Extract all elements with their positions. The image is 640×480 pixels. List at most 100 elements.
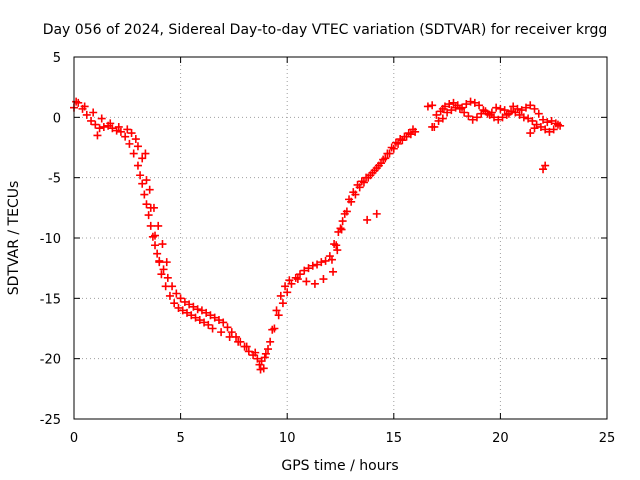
data-point <box>293 275 302 284</box>
data-point <box>217 328 226 337</box>
y-tick-label: -20 <box>40 353 61 368</box>
data-point <box>274 311 283 320</box>
y-tick-label: -10 <box>40 232 61 247</box>
data-point <box>423 102 432 111</box>
data-point <box>133 161 142 170</box>
x-tick-label: 20 <box>492 431 509 446</box>
data-point <box>432 110 441 119</box>
data-point <box>449 98 458 107</box>
data-point <box>191 313 200 322</box>
data-point <box>125 139 134 148</box>
data-point <box>256 365 265 374</box>
data-point <box>319 275 328 284</box>
plot-frame <box>73 56 608 420</box>
data-point <box>158 240 167 249</box>
y-tick-label: 5 <box>53 51 61 66</box>
data-point <box>547 116 556 125</box>
data-point <box>490 113 499 122</box>
data-point <box>142 176 151 185</box>
data-point <box>285 276 294 285</box>
data-point <box>138 179 147 188</box>
data-point <box>260 353 269 362</box>
axis-ticks: 0 5 10 15 20 25 5 0 -5 -10 -15 -20 -25 <box>40 51 616 446</box>
data-point <box>434 116 443 125</box>
data-point <box>72 97 81 106</box>
y-tick-label: 0 <box>53 111 61 126</box>
data-point <box>502 110 511 119</box>
data-point <box>340 209 349 218</box>
data-point <box>494 115 503 124</box>
data-point <box>225 332 234 341</box>
data-point <box>464 112 473 121</box>
data-point <box>219 318 228 327</box>
chart-title: Day 056 of 2024, Sidereal Day-to-day VTE… <box>43 22 608 38</box>
data-point <box>333 246 342 255</box>
data-point <box>261 349 270 358</box>
data-point <box>338 217 347 226</box>
x-tick-label: 5 <box>176 431 184 446</box>
data-point <box>308 261 317 270</box>
data-point <box>272 306 281 315</box>
data-point <box>178 306 187 315</box>
data-point <box>251 348 260 357</box>
data-point <box>492 103 501 112</box>
data-point <box>362 173 371 182</box>
data-point <box>530 124 539 133</box>
data-point <box>138 154 147 163</box>
data-point <box>366 171 375 180</box>
data-point <box>430 122 439 131</box>
data-point <box>155 258 164 267</box>
data-point <box>174 303 183 312</box>
data-point <box>142 200 151 209</box>
data-point <box>363 215 372 224</box>
data-point <box>387 143 396 152</box>
y-tick-label: -5 <box>48 172 61 187</box>
data-point <box>214 316 223 325</box>
data-point <box>195 316 204 325</box>
data-point <box>80 102 89 111</box>
data-point <box>154 221 163 230</box>
data-point <box>408 125 417 134</box>
data-point <box>300 266 309 275</box>
data-point <box>526 101 535 110</box>
data-point <box>541 125 550 134</box>
data-point <box>345 195 354 204</box>
data-point <box>189 302 198 311</box>
data-point <box>210 313 219 322</box>
data-point <box>507 107 516 116</box>
data-point <box>244 347 253 356</box>
data-points <box>70 97 565 374</box>
data-point <box>438 114 447 123</box>
data-point <box>536 122 545 131</box>
x-tick-label: 0 <box>70 431 78 446</box>
data-point <box>91 120 100 129</box>
data-point <box>438 104 447 113</box>
data-point <box>443 108 452 117</box>
data-point <box>460 108 469 117</box>
data-point <box>447 106 456 115</box>
data-point <box>162 258 171 267</box>
data-point <box>242 342 251 351</box>
data-point <box>470 98 479 107</box>
data-point <box>310 279 319 288</box>
data-point <box>496 104 505 113</box>
data-point <box>159 265 168 274</box>
data-point <box>127 129 136 138</box>
data-point <box>466 97 475 106</box>
data-point <box>329 267 338 276</box>
data-point <box>528 116 537 125</box>
data-point <box>123 125 132 134</box>
data-point <box>161 282 170 291</box>
data-point <box>428 101 437 110</box>
data-point <box>145 185 154 194</box>
data-point <box>485 110 494 119</box>
data-point <box>234 337 243 346</box>
data-point <box>295 270 304 279</box>
data-point <box>278 299 287 308</box>
data-point <box>116 127 125 136</box>
data-point <box>283 288 292 297</box>
data-point <box>521 103 530 112</box>
data-point <box>445 100 454 109</box>
data-point <box>481 107 490 116</box>
data-point <box>95 124 104 133</box>
